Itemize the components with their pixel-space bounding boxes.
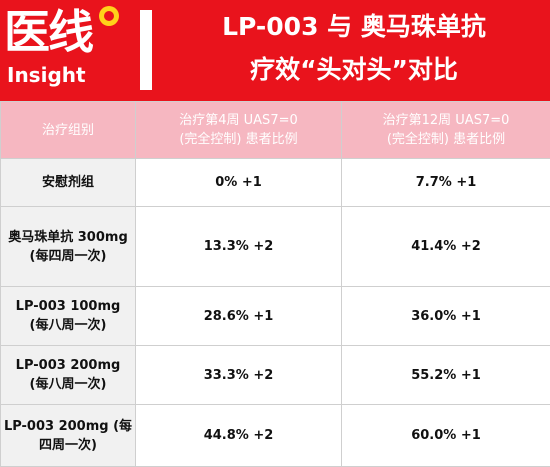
table-row: LP-003 100mg (每八周一次) 28.6% +1 36.0% +1 [1, 287, 550, 346]
group-label: LP-003 200mg (每 [1, 417, 135, 436]
title-line-1: LP-003 与 奥马珠单抗 [164, 9, 544, 45]
week12-cell: 36.0% +1 [342, 287, 550, 346]
week4-cell: 33.3% +2 [136, 346, 342, 405]
header-banner: 医线 Insight LP-003 与 奥马珠单抗 疗效“头对头”对比 [0, 0, 550, 101]
table-row: LP-003 200mg (每八周一次) 33.3% +2 55.2% +1 [1, 346, 550, 405]
group-label: (每四周一次) [1, 247, 135, 266]
header-text: 治疗组别 [1, 121, 135, 140]
page-title: LP-003 与 奥马珠单抗 疗效“头对头”对比 [164, 0, 544, 101]
header-text: 治疗第12周 UAS7=0 [342, 111, 550, 130]
logo-subtext: Insight [7, 63, 86, 87]
header-cell-week4: 治疗第4周 UAS7=0 (完全控制) 患者比例 [136, 102, 342, 159]
week12-cell: 55.2% +1 [342, 346, 550, 405]
title-line-2: 疗效“头对头”对比 [164, 52, 544, 88]
header-divider [140, 10, 152, 90]
group-label: LP-003 100mg [1, 297, 135, 316]
logo-dot-icon [99, 6, 119, 26]
group-cell: LP-003 200mg (每八周一次) [1, 346, 136, 405]
group-label: LP-003 200mg [1, 356, 135, 375]
header-text: (完全控制) 患者比例 [342, 130, 550, 149]
group-cell: 安慰剂组 [1, 159, 136, 207]
table-row: 奥马珠单抗 300mg (每四周一次) 13.3% +2 41.4% +2 [1, 207, 550, 287]
group-label: 奥马珠单抗 300mg [1, 228, 135, 247]
table-header-row: 治疗组别 治疗第4周 UAS7=0 (完全控制) 患者比例 治疗第12周 UAS… [1, 102, 550, 159]
group-label: (每八周一次) [1, 316, 135, 335]
week12-cell: 7.7% +1 [342, 159, 550, 207]
table-row: 安慰剂组 0% +1 7.7% +1 [1, 159, 550, 207]
header-cell-group: 治疗组别 [1, 102, 136, 159]
header-cell-week12: 治疗第12周 UAS7=0 (完全控制) 患者比例 [342, 102, 550, 159]
week4-cell: 13.3% +2 [136, 207, 342, 287]
logo-text: 医线 [4, 6, 92, 58]
week12-cell: 41.4% +2 [342, 207, 550, 287]
group-cell: LP-003 200mg (每 四周一次) [1, 405, 136, 467]
header-text: (完全控制) 患者比例 [136, 130, 341, 149]
week4-cell: 28.6% +1 [136, 287, 342, 346]
week4-cell: 44.8% +2 [136, 405, 342, 467]
brand-logo: 医线 Insight [0, 0, 136, 101]
group-label: 安慰剂组 [1, 173, 135, 192]
group-cell: LP-003 100mg (每八周一次) [1, 287, 136, 346]
header-text: 治疗第4周 UAS7=0 [136, 111, 341, 130]
group-label: (每八周一次) [1, 375, 135, 394]
group-label: 四周一次) [1, 436, 135, 455]
week12-cell: 60.0% +1 [342, 405, 550, 467]
table-row: LP-003 200mg (每 四周一次) 44.8% +2 60.0% +1 [1, 405, 550, 467]
week4-cell: 0% +1 [136, 159, 342, 207]
group-cell: 奥马珠单抗 300mg (每四周一次) [1, 207, 136, 287]
comparison-table: 治疗组别 治疗第4周 UAS7=0 (完全控制) 患者比例 治疗第12周 UAS… [0, 101, 550, 467]
